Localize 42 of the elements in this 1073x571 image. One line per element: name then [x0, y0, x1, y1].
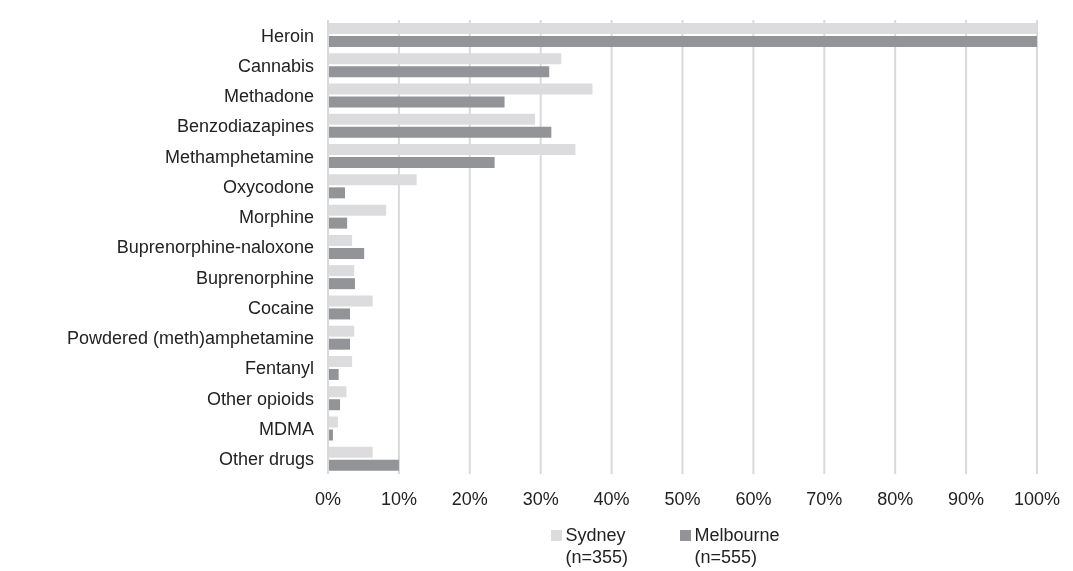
bar	[328, 278, 355, 290]
y-tick-label: Cocaine	[247, 297, 314, 318]
legend-label: Sydney (n=355)	[565, 524, 630, 568]
y-tick-label: Buprenorphine-naloxone	[116, 237, 314, 258]
y-tick-label: Methadone	[223, 86, 314, 107]
x-tick-label: 80%	[877, 488, 914, 509]
x-tick-label: 100%	[1013, 488, 1061, 509]
x-tick-label: 20%	[451, 488, 488, 509]
y-tick-label: Benzodiazapines	[176, 116, 314, 137]
bar	[328, 338, 350, 350]
bar	[328, 399, 341, 411]
bar	[328, 157, 495, 169]
bar	[328, 36, 1037, 48]
bar	[328, 126, 552, 138]
bar	[328, 217, 348, 229]
x-tick-label: 90%	[948, 488, 985, 509]
x-tick-label: 40%	[593, 488, 630, 509]
y-tick-label: MDMA	[259, 418, 314, 439]
legend-label: Melbourne (n=555)	[694, 524, 781, 568]
bar	[328, 187, 346, 199]
y-tick-label: Heroin	[260, 25, 314, 46]
y-tick-label: Methamphetamine	[164, 146, 314, 167]
bar	[328, 459, 399, 471]
x-tick-label: 60%	[735, 488, 772, 509]
x-tick-label: 30%	[522, 488, 559, 509]
y-tick-label: Powdered (meth)amphetamine	[66, 328, 314, 349]
x-tick-label: 50%	[664, 488, 701, 509]
y-tick-label: Other opioids	[206, 388, 314, 409]
y-tick-label: Morphine	[238, 207, 314, 228]
y-tick-label: Cannabis	[237, 55, 314, 76]
x-tick-label: 10%	[380, 488, 417, 509]
y-tick-label: Oxycodone	[222, 176, 314, 197]
x-tick-label: 70%	[806, 488, 843, 509]
bar	[328, 308, 350, 320]
bar	[328, 247, 365, 259]
y-tick-label: Buprenorphine	[195, 267, 314, 288]
x-tick-label: 0%	[314, 488, 342, 509]
bar	[328, 66, 550, 78]
bar	[328, 368, 339, 380]
y-tick-label: Other drugs	[218, 449, 314, 470]
y-tick-label: Fentanyl	[244, 358, 314, 379]
bar	[328, 96, 505, 108]
